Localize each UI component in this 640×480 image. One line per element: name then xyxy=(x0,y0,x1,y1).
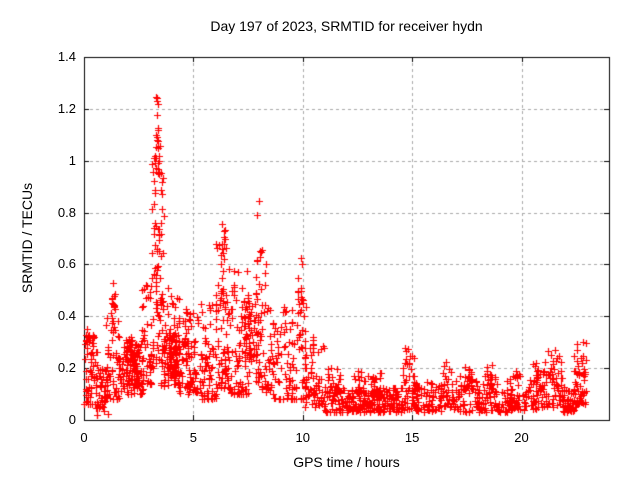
y-tick-label: 1 xyxy=(68,152,76,168)
x-tick-label: 5 xyxy=(189,430,197,445)
x-tick-label: 10 xyxy=(295,430,310,445)
x-tick-label: 0 xyxy=(80,430,88,445)
y-axis-label: SRMTID / TECUs xyxy=(19,182,35,294)
chart-title: Day 197 of 2023, SRMTID for receiver hyd… xyxy=(210,18,483,34)
x-tick-label: 15 xyxy=(404,430,420,445)
y-tick-label: 0.8 xyxy=(57,204,76,220)
y-tick-label: 1.2 xyxy=(57,100,76,116)
y-tick-label: 1.4 xyxy=(57,49,76,64)
x-tick-label: 20 xyxy=(514,430,529,445)
y-tick-label: 0.6 xyxy=(57,256,76,272)
x-axis-label: GPS time / hours xyxy=(293,454,400,470)
y-tick-label: 0.2 xyxy=(57,360,76,376)
y-tick-label: 0.4 xyxy=(57,308,76,324)
y-tick-label: 0 xyxy=(68,412,76,427)
